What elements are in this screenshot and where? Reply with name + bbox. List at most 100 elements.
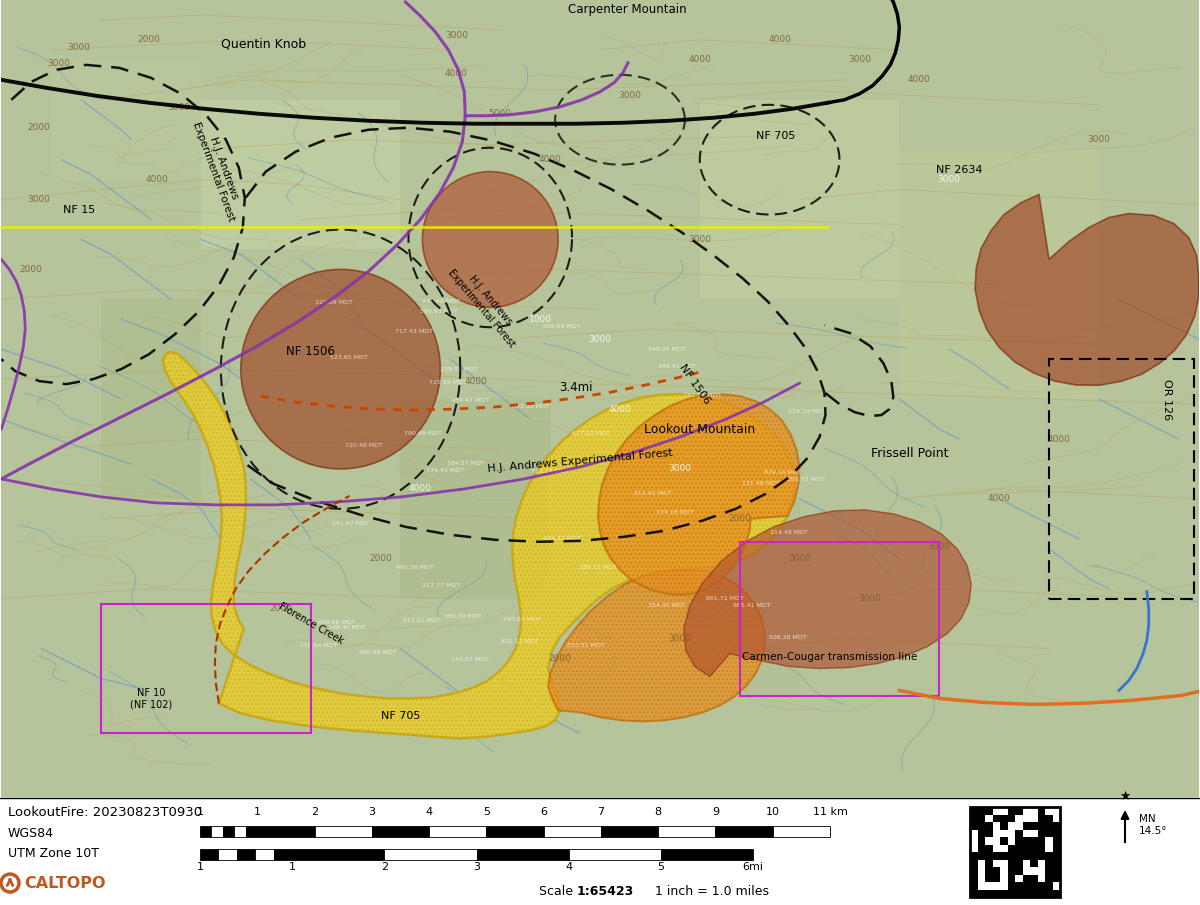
Bar [978,844,985,853]
Polygon shape [163,352,794,738]
Text: CALTOPO: CALTOPO [24,875,106,891]
Polygon shape [976,195,1199,386]
Circle shape [241,270,440,469]
Text: 348.40 MDT: 348.40 MDT [329,624,366,630]
Text: 4000: 4000 [409,484,432,493]
Text: 9: 9 [712,807,719,817]
Bar [1045,867,1052,874]
Bar [601,826,658,837]
Text: 121.49 MDT: 121.49 MDT [743,481,780,486]
Bar [1030,844,1038,853]
Bar [1038,853,1045,860]
Bar [314,826,372,837]
Text: Quentin Knob: Quentin Knob [221,37,306,51]
Bar [970,822,978,830]
Bar [978,853,985,860]
Bar [985,807,992,814]
Bar [970,890,978,897]
Text: 8: 8 [655,807,661,817]
Bar [1052,822,1060,830]
Text: 3000: 3000 [618,91,642,100]
Text: 4000: 4000 [539,155,562,164]
Text: 5: 5 [658,862,665,872]
Text: Florence Creek: Florence Creek [276,601,344,646]
Bar [1038,882,1045,890]
Text: 3000: 3000 [168,103,191,112]
Polygon shape [684,510,971,676]
Bar [978,814,985,822]
Bar [985,853,992,860]
Bar [486,826,544,837]
Text: NF 2634: NF 2634 [936,165,983,175]
Text: 141.97 MDT: 141.97 MDT [332,520,370,526]
Text: 865.41 MDT: 865.41 MDT [733,603,770,607]
Text: 833.51 MDT: 833.51 MDT [568,643,605,647]
Bar [970,853,978,860]
Text: 939.62 MDT: 939.62 MDT [422,299,460,303]
Bar [1045,860,1052,867]
Bar [234,826,246,837]
Bar [1052,860,1060,867]
Bar [218,849,236,860]
Bar [1030,882,1038,890]
Bar [970,860,978,867]
Text: 948.95 MDT: 948.95 MDT [648,347,686,352]
Text: 214.48 MDT: 214.48 MDT [769,530,808,536]
Bar [978,837,985,844]
Text: 895.72 MDT: 895.72 MDT [787,477,826,482]
Bar [101,300,200,499]
Bar [476,849,569,860]
Text: Lookout Mountain: Lookout Mountain [644,423,756,435]
Text: 790.69 MDT: 790.69 MDT [404,432,443,436]
Text: 4000: 4000 [908,75,931,84]
Bar [899,149,1099,399]
Text: 1 inch = 1.0 miles: 1 inch = 1.0 miles [638,884,768,898]
Text: MN
14.5°: MN 14.5° [1139,814,1168,836]
Text: 2000: 2000 [269,605,292,613]
Bar [1052,844,1060,853]
Bar [430,826,486,837]
Text: 3000: 3000 [1087,135,1110,144]
Bar [246,826,257,837]
Bar [544,826,601,837]
Bar [1008,807,1015,814]
Bar [1045,830,1052,837]
Text: 2: 2 [380,862,388,872]
Polygon shape [548,570,764,721]
Text: 11 km: 11 km [812,807,847,817]
Bar [985,860,992,867]
Bar [1015,830,1022,837]
Text: NF 10
(NF 102): NF 10 (NF 102) [130,688,172,710]
Bar [978,890,985,897]
Text: OR 126: OR 126 [1162,378,1171,420]
Text: ★: ★ [1120,790,1130,804]
Bar [1022,844,1030,853]
Text: 3000: 3000 [445,32,468,41]
Bar [1015,867,1022,874]
Bar [569,849,661,860]
Text: 2000: 2000 [138,35,161,44]
Text: H.J. Andrews Experimental Forest: H.J. Andrews Experimental Forest [487,448,673,474]
Text: 2000: 2000 [370,554,392,563]
Text: 729.55 MDT: 729.55 MDT [428,380,467,386]
Text: 720.48 MDT: 720.48 MDT [346,443,383,448]
Text: 4000: 4000 [608,405,631,414]
Bar [700,100,899,300]
Bar [985,867,992,874]
Text: 813.92 MDT: 813.92 MDT [634,491,672,496]
Text: 1: 1 [289,862,295,872]
Text: 584.57 MDT: 584.57 MDT [448,461,485,465]
Bar [1015,837,1022,844]
Bar [274,849,292,860]
Text: 517.21 MDT: 517.21 MDT [403,618,442,624]
Polygon shape [598,394,799,595]
Bar [992,874,1000,882]
Text: 3000: 3000 [937,175,961,184]
Text: 1: 1 [197,862,204,872]
Text: 5: 5 [482,807,490,817]
Bar [236,849,256,860]
Bar [211,826,223,837]
Text: 861.72 MDT: 861.72 MDT [706,595,743,601]
Text: 2000: 2000 [728,514,751,523]
Bar [1008,874,1015,882]
